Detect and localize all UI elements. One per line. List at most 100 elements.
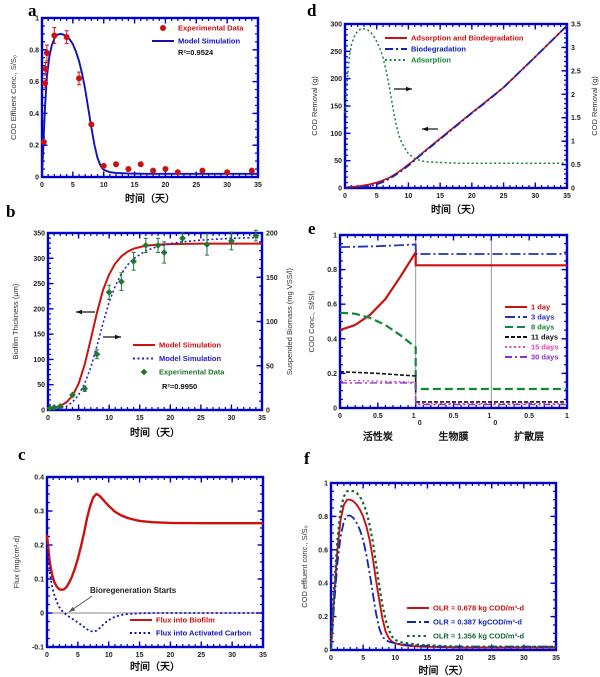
chart-a-svg: 0 5 10 15 20 25 30 35 0 0.2 0.4 0.6 0.8 1 时间（天） COD Eff… <box>9 16 262 206</box>
svg-text:30: 30 <box>228 652 236 659</box>
svg-text:Biofilm Thickness (μm): Biofilm Thickness (μm) <box>11 283 20 359</box>
legend-b: Model Simulation Model Simulation Experime… <box>133 341 225 391</box>
legend-c: Flux into Biofilm Flux into Activated Car… <box>130 616 252 638</box>
series-b-model-simulation <box>47 242 262 409</box>
svg-text:0: 0 <box>46 415 50 422</box>
legend-a: Experimental Data Model Simulation R²=0.95… <box>152 24 244 57</box>
svg-text:150: 150 <box>266 275 278 282</box>
svg-text:10: 10 <box>391 655 399 662</box>
panel-c-chart: 0 5 10 15 20 25 30 35 -0.1 0 0.1 0.2 0.3 0.4 时间（天） Flux… <box>0 445 300 677</box>
panel-d: d 0 5 10 15 20 25 30 35 0 50 100 150 200 250 300 0 0.5 1 1… <box>300 0 600 218</box>
svg-text:Adsorption and Biodegradation: Adsorption and Biodegradation <box>411 34 524 43</box>
svg-text:150: 150 <box>330 104 342 111</box>
svg-text:100: 100 <box>33 357 45 364</box>
series-group-c <box>45 492 263 633</box>
svg-text:0: 0 <box>40 611 44 618</box>
annotations-d <box>394 86 438 132</box>
svg-text:35: 35 <box>563 193 571 200</box>
svg-text:200: 200 <box>266 231 278 238</box>
svg-text:35: 35 <box>259 652 267 659</box>
svg-text:Flux into Biofilm: Flux into Biofilm <box>156 616 215 625</box>
svg-text:30: 30 <box>520 655 528 662</box>
svg-text:5: 5 <box>375 193 379 200</box>
svg-text:2: 2 <box>571 92 575 99</box>
svg-text:20: 20 <box>468 193 476 200</box>
svg-text:25: 25 <box>197 415 205 422</box>
svg-text:3 days: 3 days <box>531 313 554 322</box>
panel-a-letter: a <box>28 1 37 20</box>
axes-f: 0 5 10 15 20 25 30 35 0 0.2 0.4 0.6 0.8 1 时间（天） COD eff… <box>300 481 560 677</box>
svg-text:100: 100 <box>330 131 342 138</box>
svg-text:5: 5 <box>71 182 75 189</box>
svg-text:0: 0 <box>329 655 333 662</box>
svg-text:1: 1 <box>412 413 416 420</box>
svg-text:10: 10 <box>100 182 108 189</box>
svg-text:10: 10 <box>405 193 413 200</box>
svg-text:8 days: 8 days <box>531 323 554 332</box>
series-e-8-days <box>339 311 567 391</box>
svg-text:1: 1 <box>565 413 569 420</box>
svg-text:Model Simulation: Model Simulation <box>159 341 222 350</box>
svg-text:15 days: 15 days <box>531 343 559 352</box>
svg-text:1: 1 <box>324 481 328 488</box>
svg-text:30 days: 30 days <box>531 353 559 362</box>
svg-text:3: 3 <box>571 45 575 52</box>
svg-text:OLR = 0.678 kg COD/m³-d: OLR = 0.678 kg COD/m³-d <box>433 604 524 613</box>
svg-text:0.8: 0.8 <box>318 514 328 521</box>
chart-b-svg: 0 5 10 15 20 25 30 3505010015020025030035005010… <box>11 229 294 439</box>
svg-text:0.2: 0.2 <box>29 143 39 150</box>
svg-text:0.8: 0.8 <box>327 267 337 274</box>
series-d-biodegradation <box>344 24 568 189</box>
svg-text:0.5: 0.5 <box>373 413 383 420</box>
series-group-e <box>339 243 567 406</box>
svg-text:Experimental Data: Experimental Data <box>178 24 244 33</box>
svg-text:COD Removal (g): COD Removal (g) <box>310 76 319 136</box>
svg-text:Experimental Data: Experimental Data <box>159 368 225 377</box>
svg-text:350: 350 <box>33 231 45 238</box>
svg-text:20: 20 <box>167 652 175 659</box>
svg-text:0.4: 0.4 <box>318 581 328 588</box>
svg-text:20: 20 <box>162 182 170 189</box>
svg-text:0: 0 <box>418 420 422 427</box>
svg-text:5: 5 <box>76 652 80 659</box>
axes-d: 0 5 10 15 20 25 30 3505010015020025030000.511.5… <box>310 22 599 217</box>
svg-text:0: 0 <box>493 420 497 427</box>
svg-text:Biodegradation: Biodegradation <box>411 45 466 54</box>
svg-text:COD Conc., Sf/Sf₀: COD Conc., Sf/Sf₀ <box>307 291 316 353</box>
svg-text:0: 0 <box>41 408 45 415</box>
series-b-model-simulation <box>47 236 263 411</box>
svg-text:300: 300 <box>330 22 342 29</box>
svg-text:1.5: 1.5 <box>571 115 581 122</box>
panel-c-letter: c <box>18 445 26 464</box>
svg-text:0: 0 <box>338 413 342 420</box>
legend-f: OLR = 0.678 kg COD/m³-d OLR = 0.387 kgCOD… <box>407 604 524 641</box>
series-a-model-simulation <box>41 32 258 178</box>
svg-text:Model Simulation: Model Simulation <box>178 37 241 46</box>
annotations-c: Bioregeneration Starts <box>68 586 177 613</box>
series-e-1-day <box>339 248 567 332</box>
svg-text:1: 1 <box>571 139 575 146</box>
svg-text:0.1: 0.1 <box>34 577 44 584</box>
svg-text:0: 0 <box>343 193 347 200</box>
svg-text:Bioregeneration Starts: Bioregeneration Starts <box>90 586 177 595</box>
axes-a: 0 5 10 15 20 25 30 35 0 0.2 0.4 0.6 0.8 1 时间（天） COD Eff… <box>9 16 262 206</box>
svg-text:生物膜: 生物膜 <box>439 430 469 443</box>
series-e-3-days <box>339 243 567 255</box>
series-c-flux-into-activated-carbon <box>46 544 263 633</box>
svg-text:0: 0 <box>35 175 39 182</box>
series-e-15-days <box>339 379 567 405</box>
chart-d-svg: 0 5 10 15 20 25 30 3505010015020025030000.511.5… <box>310 22 599 217</box>
svg-text:COD Effluent Conc., S/S₀: COD Effluent Conc., S/S₀ <box>9 55 18 140</box>
legend-d: Adsorption and Biodegradation Biodegradat… <box>385 34 524 65</box>
series-d-adsorption <box>344 27 567 164</box>
svg-text:15: 15 <box>436 193 444 200</box>
svg-text:时间（天）: 时间（天） <box>130 426 180 439</box>
svg-text:0.2: 0.2 <box>327 371 337 378</box>
svg-text:250: 250 <box>330 49 342 56</box>
svg-text:时间（天）: 时间（天） <box>125 192 175 205</box>
svg-text:0.2: 0.2 <box>34 543 44 550</box>
svg-text:OLR = 1.356 kg COD/m³-d: OLR = 1.356 kg COD/m³-d <box>433 632 524 641</box>
